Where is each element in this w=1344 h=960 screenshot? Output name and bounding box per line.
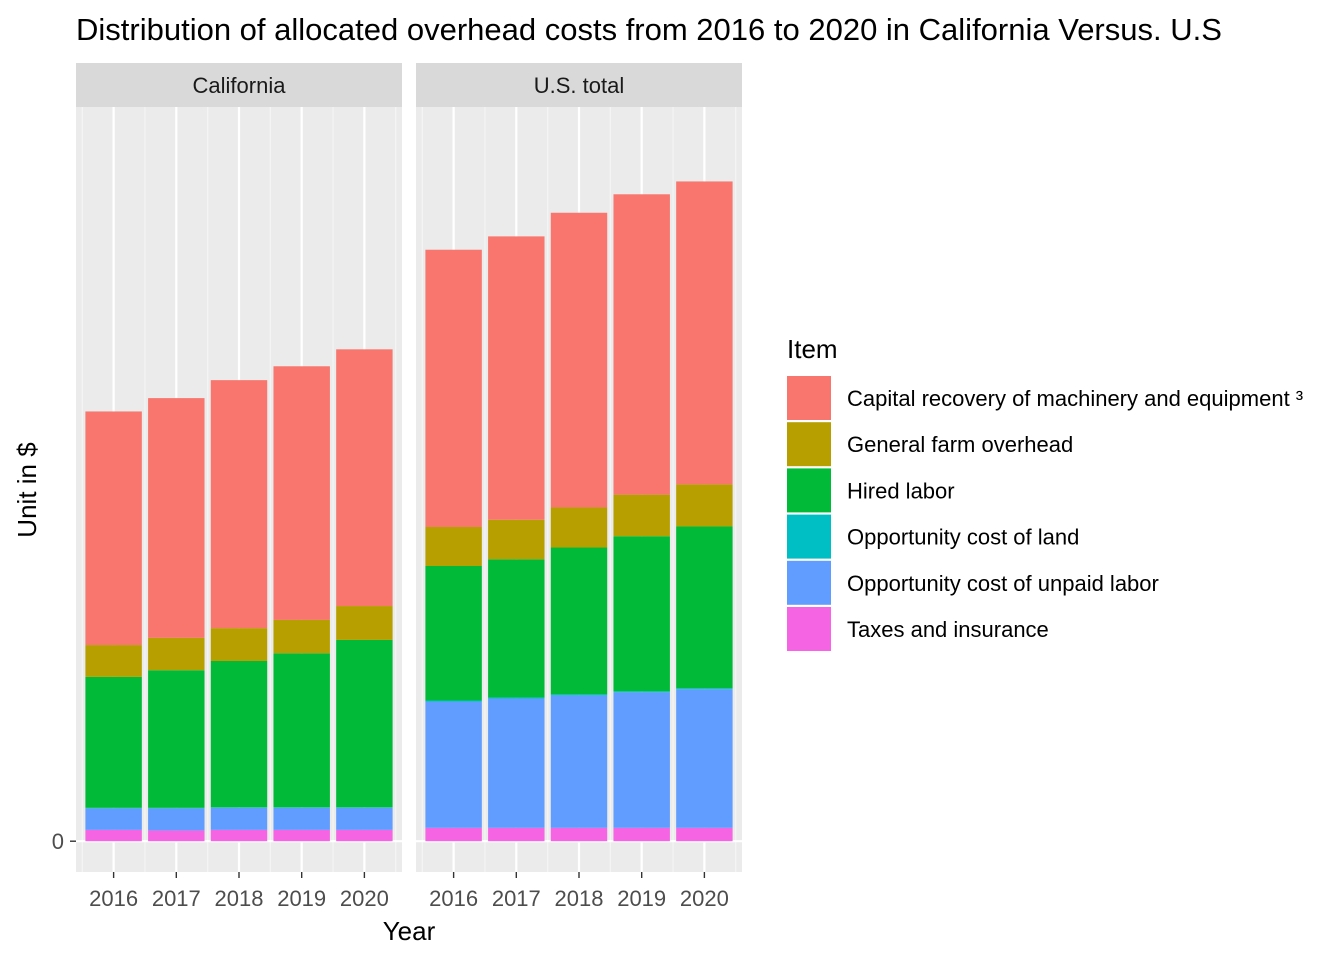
bar-california-2018-general-farm-overhead [210, 628, 268, 661]
bar-california-2016-general-farm-overhead [85, 645, 142, 677]
bar-california-2018-taxes-and-insurance [210, 829, 268, 842]
y-tick-label: 0 [52, 829, 64, 854]
x-tick-label: 2019 [617, 886, 666, 911]
bar-california-2017-opportunity-cost-of-land [148, 807, 205, 809]
bar-california-2017-opportunity-cost-of-unpaid-labor [148, 808, 205, 831]
bar-u-s-total-2017-opportunity-cost-of-unpaid-labor [488, 698, 545, 828]
x-tick-label: 2016 [429, 886, 478, 911]
bar-u-s-total-2018-general-farm-overhead [550, 507, 608, 548]
legend-label-taxes-and-insurance: Taxes and insurance [847, 617, 1049, 642]
legend: Item Capital recovery of machinery and e… [787, 334, 1303, 651]
legend-label-capital-recovery-of-machinery-and-equipment: Capital recovery of machinery and equipm… [847, 386, 1303, 411]
bar-u-s-total-2018-hired-labor [550, 547, 608, 695]
bar-california-2020-general-farm-overhead [336, 606, 393, 640]
bar-u-s-total-2020-general-farm-overhead [676, 484, 733, 527]
bar-u-s-total-2019-opportunity-cost-of-unpaid-labor [613, 692, 670, 828]
strip-label-u-s-total: U.S. total [534, 73, 624, 98]
bar-california-2017-hired-labor [148, 670, 205, 808]
bar-u-s-total-2018-capital-recovery-of-machinery-and-equipment [550, 212, 608, 508]
bar-california-2019-capital-recovery-of-machinery-and-equipment [273, 366, 330, 620]
legend-key-opportunity-cost-of-land [787, 514, 831, 559]
x-axis-title: Year [383, 916, 436, 946]
bar-california-2020-taxes-and-insurance [336, 829, 393, 842]
bar-u-s-total-2018-opportunity-cost-of-unpaid-labor [550, 695, 608, 828]
panel-california: California 2016 2017 2018 2019 2020 [76, 63, 402, 911]
x-tick-label: 2018 [215, 886, 264, 911]
bar-u-s-total-2019-hired-labor [613, 536, 670, 692]
bar-california-2018-hired-labor [210, 660, 268, 808]
bar-california-2016-capital-recovery-of-machinery-and-equipment [85, 411, 142, 646]
legend-key-capital-recovery-of-machinery-and-equipment [787, 376, 831, 420]
bar-california-2018-opportunity-cost-of-unpaid-labor [210, 807, 268, 830]
bar-california-2019-general-farm-overhead [273, 619, 330, 654]
strip-background [76, 63, 402, 107]
bar-california-2019-opportunity-cost-of-land [273, 807, 330, 808]
y-axis-title: Unit in $ [12, 442, 42, 538]
legend-key-taxes-and-insurance [787, 607, 831, 651]
bar-u-s-total-2018-taxes-and-insurance [550, 827, 608, 842]
bar-california-2020-opportunity-cost-of-land [336, 807, 393, 808]
bar-california-2016-taxes-and-insurance [85, 829, 142, 842]
strip-background [416, 63, 742, 107]
bar-u-s-total-2017-opportunity-cost-of-land [488, 697, 545, 699]
bar-california-2020-opportunity-cost-of-unpaid-labor [336, 807, 393, 830]
bar-u-s-total-2020-hired-labor [676, 526, 733, 689]
strip-label-california: California [193, 73, 287, 98]
bar-u-s-total-2020-taxes-and-insurance [676, 827, 733, 842]
bar-u-s-total-2017-taxes-and-insurance [488, 827, 545, 842]
bar-u-s-total-2018-opportunity-cost-of-land [550, 694, 608, 696]
legend-key-general-farm-overhead [787, 422, 831, 467]
bar-california-2018-capital-recovery-of-machinery-and-equipment [210, 380, 268, 629]
chart-title: Distribution of allocated overhead costs… [76, 12, 1222, 47]
legend-title: Item [787, 334, 838, 364]
bar-u-s-total-2016-hired-labor [425, 566, 482, 701]
bar-u-s-total-2016-opportunity-cost-of-unpaid-labor [425, 701, 482, 828]
panel-u-s-total: U.S. total 2016 2017 2018 2019 2020 [416, 63, 742, 911]
bar-u-s-total-2019-taxes-and-insurance [613, 827, 670, 842]
x-tick-label: 2020 [340, 886, 389, 911]
legend-label-opportunity-cost-of-unpaid-labor: Opportunity cost of unpaid labor [847, 571, 1159, 596]
bar-u-s-total-2019-opportunity-cost-of-land [613, 691, 670, 693]
x-tick-label: 2017 [152, 886, 201, 911]
bar-california-2019-opportunity-cost-of-unpaid-labor [273, 807, 330, 830]
bar-california-2020-capital-recovery-of-machinery-and-equipment [336, 349, 393, 607]
bar-california-2016-opportunity-cost-of-unpaid-labor [85, 808, 142, 830]
bar-u-s-total-2020-opportunity-cost-of-unpaid-labor [676, 689, 733, 828]
bar-u-s-total-2016-taxes-and-insurance [425, 827, 482, 842]
bar-u-s-total-2016-capital-recovery-of-machinery-and-equipment [425, 249, 482, 527]
legend-label-hired-labor: Hired labor [847, 478, 955, 503]
legend-label-general-farm-overhead: General farm overhead [847, 432, 1073, 457]
bar-u-s-total-2019-capital-recovery-of-machinery-and-equipment [613, 194, 670, 495]
bar-california-2018-opportunity-cost-of-land [210, 807, 268, 808]
bar-california-2019-hired-labor [273, 653, 330, 808]
bar-u-s-total-2016-opportunity-cost-of-land [425, 700, 482, 702]
legend-label-opportunity-cost-of-land: Opportunity cost of land [847, 525, 1079, 550]
x-tick-label: 2016 [89, 886, 138, 911]
bar-u-s-total-2017-hired-labor [488, 559, 545, 698]
x-tick-label: 2019 [277, 886, 326, 911]
bar-california-2017-general-farm-overhead [148, 637, 205, 671]
x-tick-label: 2020 [680, 886, 729, 911]
x-tick-label: 2018 [555, 886, 604, 911]
bar-california-2020-hired-labor [336, 639, 393, 808]
bar-california-2019-taxes-and-insurance [273, 829, 330, 842]
bar-california-2017-taxes-and-insurance [148, 830, 205, 842]
bar-u-s-total-2017-capital-recovery-of-machinery-and-equipment [488, 236, 545, 520]
bar-california-2016-opportunity-cost-of-land [85, 807, 142, 809]
bar-california-2017-capital-recovery-of-machinery-and-equipment [148, 398, 205, 638]
x-tick-label: 2017 [492, 886, 541, 911]
legend-key-hired-labor [787, 468, 831, 513]
bar-u-s-total-2016-general-farm-overhead [425, 526, 482, 566]
legend-key-opportunity-cost-of-unpaid-labor [787, 560, 831, 605]
bar-u-s-total-2020-opportunity-cost-of-land [676, 688, 733, 690]
bar-u-s-total-2017-general-farm-overhead [488, 519, 545, 560]
bar-u-s-total-2019-general-farm-overhead [613, 494, 670, 537]
bar-u-s-total-2020-capital-recovery-of-machinery-and-equipment [676, 181, 733, 485]
bar-california-2016-hired-labor [85, 676, 142, 808]
